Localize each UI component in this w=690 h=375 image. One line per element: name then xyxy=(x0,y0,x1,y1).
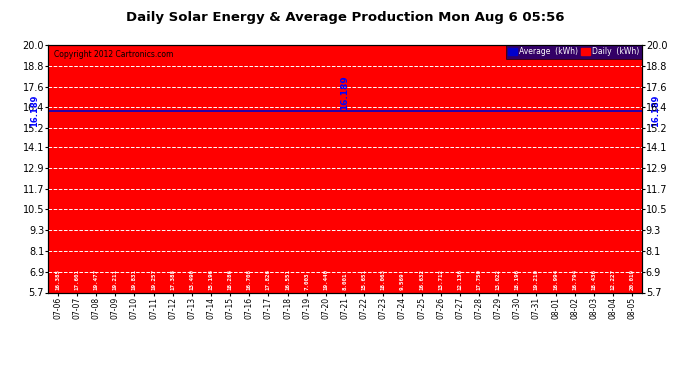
Bar xyxy=(432,154,449,292)
Text: 13.022: 13.022 xyxy=(495,269,501,290)
Text: 16.189: 16.189 xyxy=(340,75,350,110)
Text: 12.136: 12.136 xyxy=(457,269,462,290)
Text: 18.196: 18.196 xyxy=(515,269,520,290)
Text: 18.286: 18.286 xyxy=(228,269,233,290)
Text: 16.189: 16.189 xyxy=(30,95,39,127)
Text: 13.490: 13.490 xyxy=(189,269,195,290)
Bar xyxy=(355,120,373,292)
Text: 19.831: 19.831 xyxy=(132,269,137,290)
Bar xyxy=(489,166,506,292)
Bar xyxy=(509,76,526,292)
Bar xyxy=(126,48,143,292)
Bar xyxy=(68,87,86,292)
Text: 16.189: 16.189 xyxy=(651,95,660,127)
Bar xyxy=(241,102,258,292)
Bar xyxy=(471,84,488,292)
Bar xyxy=(164,90,181,292)
Text: 16.794: 16.794 xyxy=(572,269,578,290)
Bar xyxy=(260,82,277,292)
Bar xyxy=(547,97,564,292)
Text: 19.257: 19.257 xyxy=(151,269,156,290)
Text: 20.019: 20.019 xyxy=(630,269,635,290)
Text: 15.196: 15.196 xyxy=(208,269,213,290)
Bar xyxy=(566,100,583,292)
Bar xyxy=(145,58,162,292)
Bar xyxy=(184,158,201,292)
Text: 16.385: 16.385 xyxy=(55,269,60,290)
Bar xyxy=(221,75,239,292)
Text: 16.994: 16.994 xyxy=(553,269,558,290)
Bar xyxy=(413,103,430,292)
Text: 19.440: 19.440 xyxy=(324,269,328,290)
Bar xyxy=(528,58,545,292)
Text: 18.063: 18.063 xyxy=(381,269,386,290)
Text: 18.436: 18.436 xyxy=(591,269,596,290)
Text: 9.569: 9.569 xyxy=(400,272,405,290)
Text: 17.826: 17.826 xyxy=(266,269,271,290)
Bar xyxy=(202,128,219,292)
Bar xyxy=(88,54,105,292)
Text: 17.750: 17.750 xyxy=(477,269,482,290)
Bar xyxy=(279,105,296,292)
Bar xyxy=(451,181,469,292)
Bar xyxy=(624,45,641,292)
Bar xyxy=(107,58,124,292)
Text: 17.601: 17.601 xyxy=(75,269,79,290)
Text: Copyright 2012 Cartronics.com: Copyright 2012 Cartronics.com xyxy=(55,50,174,59)
Text: 19.210: 19.210 xyxy=(534,269,539,290)
Text: 19.211: 19.211 xyxy=(112,269,118,290)
Text: 17.388: 17.388 xyxy=(170,269,175,290)
Text: Daily Solar Energy & Average Production Mon Aug 6 05:56: Daily Solar Energy & Average Production … xyxy=(126,11,564,24)
Bar xyxy=(317,55,335,292)
Bar xyxy=(375,78,392,292)
Bar xyxy=(49,108,66,292)
Text: 12.227: 12.227 xyxy=(611,269,615,290)
Bar xyxy=(337,253,353,292)
Bar xyxy=(585,72,602,292)
Text: 7.003: 7.003 xyxy=(304,272,309,290)
Text: 16.632: 16.632 xyxy=(419,269,424,290)
Text: 16.708: 16.708 xyxy=(247,269,252,290)
Text: 8.001: 8.001 xyxy=(342,272,348,290)
Bar xyxy=(394,225,411,292)
Text: 13.712: 13.712 xyxy=(438,269,443,290)
Bar xyxy=(604,180,622,292)
Legend: Average  (kWh), Daily  (kWh): Average (kWh), Daily (kWh) xyxy=(506,45,642,58)
Text: 19.477: 19.477 xyxy=(94,269,99,290)
Text: 16.551: 16.551 xyxy=(285,269,290,290)
Bar xyxy=(298,270,315,292)
Text: 15.651: 15.651 xyxy=(362,269,366,290)
